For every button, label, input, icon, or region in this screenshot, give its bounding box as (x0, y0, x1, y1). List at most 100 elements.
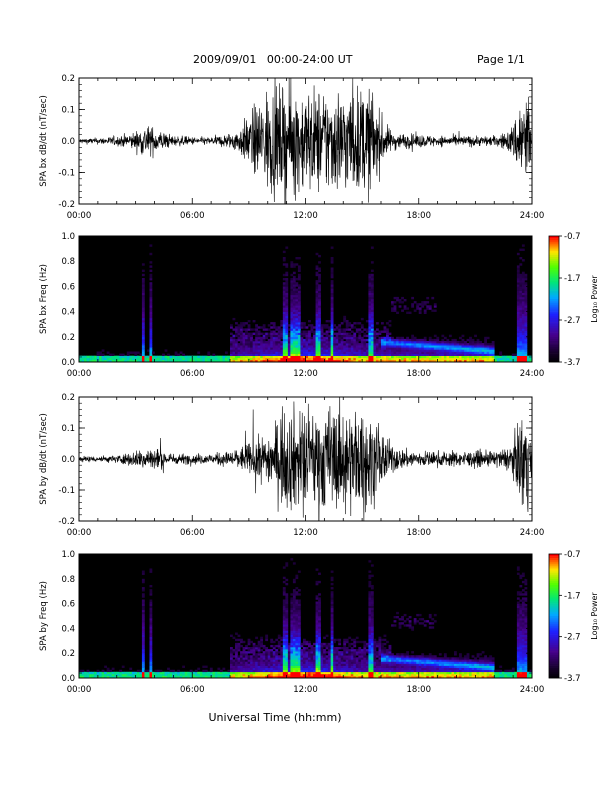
spectrogram-cell (330, 307, 334, 310)
spectrogram-cell (358, 345, 362, 348)
spectrogram-cell (295, 301, 299, 304)
spectrogram-cell (418, 663, 422, 666)
spectrogram-cell (232, 345, 236, 348)
spectrogram-cell (199, 671, 203, 675)
spectrogram-cell (526, 359, 530, 363)
spectrogram-cell (459, 351, 462, 354)
spectrogram-cell (260, 638, 264, 642)
spectrogram-cell (81, 355, 85, 359)
spectrogram-cell (267, 357, 271, 361)
spectrogram-cell (368, 311, 372, 314)
spectrogram-cell (423, 673, 427, 677)
spectrogram-cell (408, 347, 412, 350)
spectrogram-cell (262, 347, 266, 350)
spectrogram-cell (240, 332, 243, 335)
spectrogram-cell (197, 359, 201, 363)
spectrogram-cell (282, 669, 286, 673)
spectrogram-cell (375, 644, 379, 648)
spectrogram-cell (413, 347, 417, 350)
spectrogram-cell (396, 611, 399, 615)
spectrogram-cell (179, 673, 183, 677)
spectrogram-cell (260, 653, 264, 656)
spectrogram-cell (285, 353, 289, 356)
spectrogram-cell (370, 313, 374, 317)
spectrogram-cell (471, 667, 475, 671)
spectrogram-cell (393, 671, 397, 675)
spectrogram-cell (338, 353, 342, 356)
spectrogram-cell (295, 334, 299, 338)
spectrogram-cell (305, 330, 309, 333)
spectrogram-cell (325, 359, 329, 363)
spectrogram-cell (272, 351, 276, 354)
spectrogram-cell (320, 667, 324, 671)
spectrogram-cell (340, 665, 344, 668)
spectrogram-cell (282, 322, 286, 325)
spectrogram-cell (459, 341, 462, 344)
spectrogram-cell (401, 309, 404, 312)
spectrogram-cell (438, 675, 442, 679)
spectrogram-cell (260, 671, 264, 675)
spectrogram-cell (391, 353, 394, 356)
spectrogram-cell (290, 657, 294, 660)
spectrogram-cell (262, 332, 266, 335)
spectrogram-cell (481, 665, 485, 668)
spectrogram-cell (393, 347, 397, 350)
spectrogram-cell (469, 343, 472, 346)
spectrogram-cell (300, 324, 304, 327)
spectrogram-cell (358, 355, 362, 359)
spectrogram-cell (318, 290, 321, 293)
spectrogram-cell (318, 254, 321, 258)
spectrogram-cell (292, 326, 296, 329)
spectrogram-cell (355, 667, 359, 671)
spectrogram-cell (270, 357, 274, 361)
spectrogram-cell (126, 359, 130, 363)
spectrogram-cell (257, 655, 261, 658)
spectrogram-cell (240, 322, 243, 325)
spectrogram-cell (302, 661, 306, 664)
spectrogram-cell (479, 347, 482, 350)
spectrogram-cell (310, 663, 314, 666)
spectrogram-cell (433, 675, 437, 679)
spectrogram-cell (486, 343, 490, 346)
spectrogram-cell (328, 671, 331, 675)
spectrogram-cell (443, 675, 447, 679)
spectrogram-cell (396, 353, 399, 356)
spectrogram-cell (501, 673, 505, 677)
spectrogram-cell (209, 667, 213, 671)
spectrogram-cell (297, 634, 301, 637)
spectrogram-cell (285, 288, 289, 291)
spectrogram-cell (242, 353, 246, 356)
spectrogram-cell (315, 605, 319, 609)
spectrogram-cell (297, 307, 301, 310)
spectrogram-cell (446, 338, 450, 342)
spectrogram-cell (235, 649, 238, 652)
spectrogram-cell (297, 315, 301, 319)
spectrogram-cell (416, 307, 420, 310)
spectrogram-cell (343, 665, 347, 668)
spectrogram-cell (308, 665, 311, 668)
spectrogram-cell (265, 669, 269, 673)
spectrogram-cell (232, 673, 236, 677)
spectrogram-cell (313, 359, 316, 363)
spectrogram-cell (323, 332, 326, 335)
spectrogram-cell (335, 657, 339, 660)
spectrogram-cell (141, 673, 145, 677)
spectrogram-cell (330, 665, 334, 668)
spectrogram-cell (292, 263, 296, 266)
spectrogram-cell (270, 351, 274, 354)
spectrogram-cell (466, 355, 470, 359)
spectrogram-cell (398, 661, 402, 664)
spectrogram-cell (292, 324, 296, 327)
spectrogram-cell (396, 338, 399, 342)
spectrogram-cell (297, 613, 301, 617)
spectrogram-cell (524, 343, 528, 346)
spectrogram-cell (521, 347, 525, 350)
spectrogram-cell (343, 355, 347, 359)
spectrogram-cell (499, 359, 503, 363)
spectrogram-cell (350, 345, 354, 348)
spectrogram-cell (474, 669, 477, 673)
spectrogram-cell (519, 355, 523, 359)
spectrogram-cell (297, 334, 301, 338)
spectrogram-cell (401, 353, 404, 356)
spectrogram-cell (443, 659, 447, 662)
